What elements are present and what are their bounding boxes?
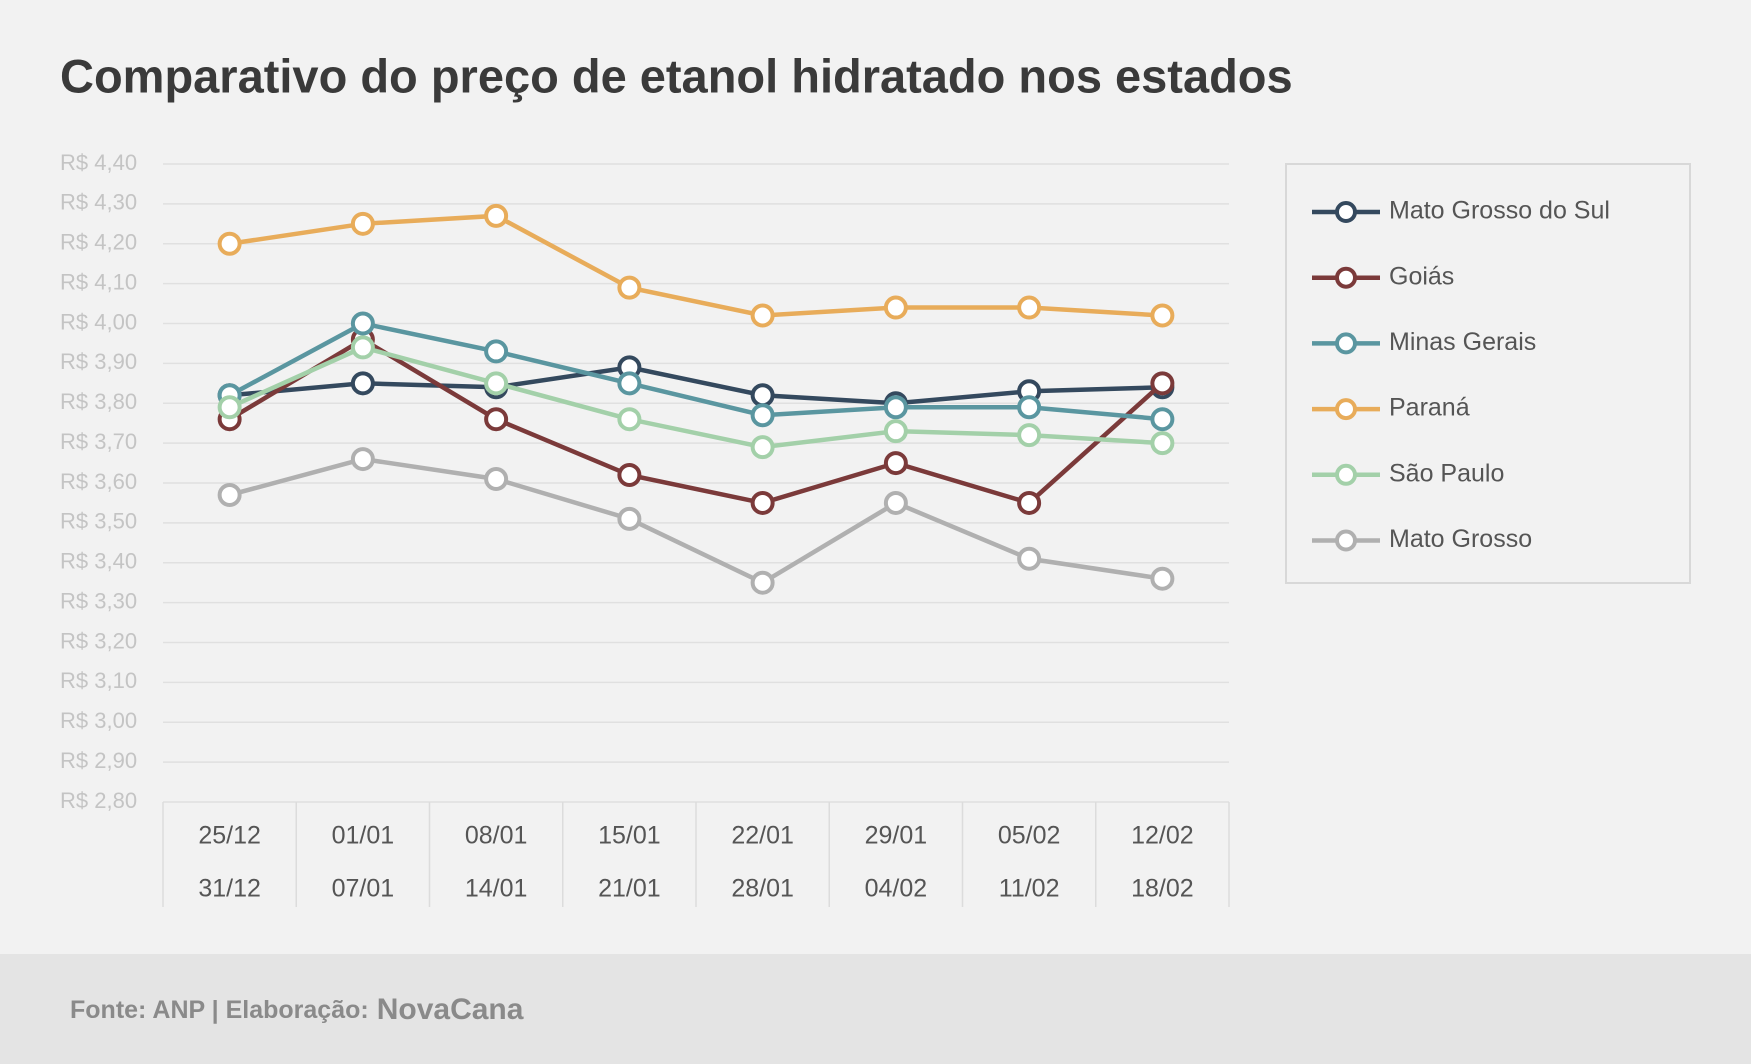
data-point bbox=[883, 451, 908, 476]
y-tick-label: R$ 4,00 bbox=[60, 309, 137, 334]
data-point bbox=[1017, 295, 1042, 320]
x-tick-label: 29/01 bbox=[865, 822, 928, 850]
legend-label: Mato Grosso do Sul bbox=[1389, 197, 1610, 225]
x-tick-label: 05/02 bbox=[998, 822, 1061, 850]
data-point bbox=[350, 311, 375, 336]
data-point bbox=[750, 303, 775, 328]
y-tick-label: R$ 3,30 bbox=[60, 588, 137, 613]
source-text: Fonte: ANP | Elaboração: bbox=[70, 996, 369, 1024]
legend-marker bbox=[1335, 529, 1357, 552]
data-point bbox=[1017, 395, 1042, 420]
x-tick-label: 28/01 bbox=[731, 875, 794, 903]
data-point bbox=[1150, 566, 1175, 591]
y-tick-label: R$ 4,20 bbox=[60, 230, 137, 255]
data-point bbox=[617, 506, 642, 531]
data-point bbox=[750, 570, 775, 595]
data-point bbox=[484, 467, 509, 492]
series-line bbox=[228, 321, 1163, 422]
data-point bbox=[883, 295, 908, 320]
y-tick-label: R$ 3,40 bbox=[60, 549, 137, 574]
x-tick-label: 25/12 bbox=[198, 822, 261, 850]
footer-band bbox=[0, 954, 1751, 1064]
x-tick-label: 07/01 bbox=[332, 875, 395, 903]
series-line bbox=[228, 345, 1163, 450]
data-point bbox=[883, 395, 908, 420]
data-point bbox=[617, 463, 642, 488]
legend-label: Goiás bbox=[1389, 262, 1454, 290]
data-point bbox=[484, 407, 509, 432]
y-tick-label: R$ 3,70 bbox=[60, 429, 137, 454]
x-tick-label: 08/01 bbox=[465, 822, 528, 850]
x-tick-label: 14/01 bbox=[465, 875, 528, 903]
x-tick-label: 18/02 bbox=[1131, 875, 1194, 903]
y-tick-label: R$ 2,90 bbox=[60, 748, 137, 773]
legend-label: Mato Grosso bbox=[1389, 525, 1532, 553]
data-point bbox=[484, 371, 509, 396]
x-tick-label: 12/02 bbox=[1131, 822, 1194, 850]
data-point bbox=[350, 335, 375, 360]
series-line bbox=[229, 456, 1163, 586]
x-tick-label: 31/12 bbox=[198, 875, 261, 903]
legend-box bbox=[1285, 163, 1691, 584]
y-tick-label: R$ 3,20 bbox=[60, 628, 137, 653]
data-point bbox=[217, 395, 242, 420]
legend-marker bbox=[1335, 463, 1357, 486]
x-tick-label: 21/01 bbox=[598, 875, 661, 903]
legend-marker bbox=[1335, 201, 1357, 223]
source-note: Fonte: ANP | Elaboração: NovaCana bbox=[70, 993, 524, 1026]
data-point bbox=[350, 211, 375, 236]
data-point bbox=[750, 383, 775, 408]
data-point bbox=[350, 447, 375, 472]
y-tick-label: R$ 3,50 bbox=[60, 509, 137, 534]
x-tick-label: 15/01 bbox=[598, 822, 661, 850]
data-point bbox=[750, 490, 775, 515]
data-point bbox=[617, 407, 642, 432]
data-point bbox=[1017, 546, 1042, 571]
data-point bbox=[617, 275, 642, 300]
data-point bbox=[484, 203, 509, 228]
data-point bbox=[1017, 490, 1042, 515]
series-line bbox=[229, 213, 1163, 318]
data-point bbox=[1017, 423, 1042, 448]
x-tick-label: 11/02 bbox=[999, 875, 1060, 903]
y-tick-label: R$ 2,80 bbox=[60, 788, 137, 813]
data-point bbox=[217, 231, 242, 256]
data-point bbox=[883, 419, 908, 444]
y-tick-label: R$ 3,10 bbox=[60, 668, 137, 693]
brand: NovaCana bbox=[377, 993, 524, 1026]
data-point bbox=[617, 371, 642, 396]
y-tick-label: R$ 3,00 bbox=[60, 708, 137, 733]
x-tick-label: 22/01 bbox=[731, 822, 794, 850]
data-point bbox=[750, 435, 775, 460]
x-tick-label: 01/01 bbox=[332, 822, 395, 850]
legend-marker bbox=[1335, 398, 1357, 421]
y-tick-label: R$ 4,10 bbox=[60, 269, 137, 294]
y-tick-label: R$ 4,40 bbox=[60, 150, 137, 175]
y-tick-label: R$ 3,90 bbox=[60, 349, 137, 374]
y-tick-label: R$ 4,30 bbox=[60, 190, 137, 215]
data-point bbox=[217, 482, 242, 507]
data-point bbox=[1150, 371, 1175, 396]
legend-marker bbox=[1335, 266, 1357, 289]
x-tick-label: 04/02 bbox=[865, 875, 928, 903]
data-point bbox=[1150, 431, 1175, 456]
legend-label: Paraná bbox=[1389, 394, 1470, 422]
data-point bbox=[1150, 303, 1175, 328]
data-point bbox=[350, 371, 375, 396]
legend-label: Minas Gerais bbox=[1389, 328, 1536, 356]
y-tick-label: R$ 3,80 bbox=[60, 389, 137, 414]
data-point bbox=[484, 339, 509, 364]
data-point bbox=[750, 403, 775, 428]
legend-label: São Paulo bbox=[1389, 459, 1504, 487]
data-point bbox=[1150, 407, 1175, 432]
data-point bbox=[883, 490, 908, 515]
chart-title: Comparativo do preço de etanol hidratado… bbox=[60, 49, 1293, 102]
series-line bbox=[229, 365, 1163, 406]
legend-marker bbox=[1335, 332, 1357, 355]
y-tick-label: R$ 3,60 bbox=[60, 469, 137, 494]
